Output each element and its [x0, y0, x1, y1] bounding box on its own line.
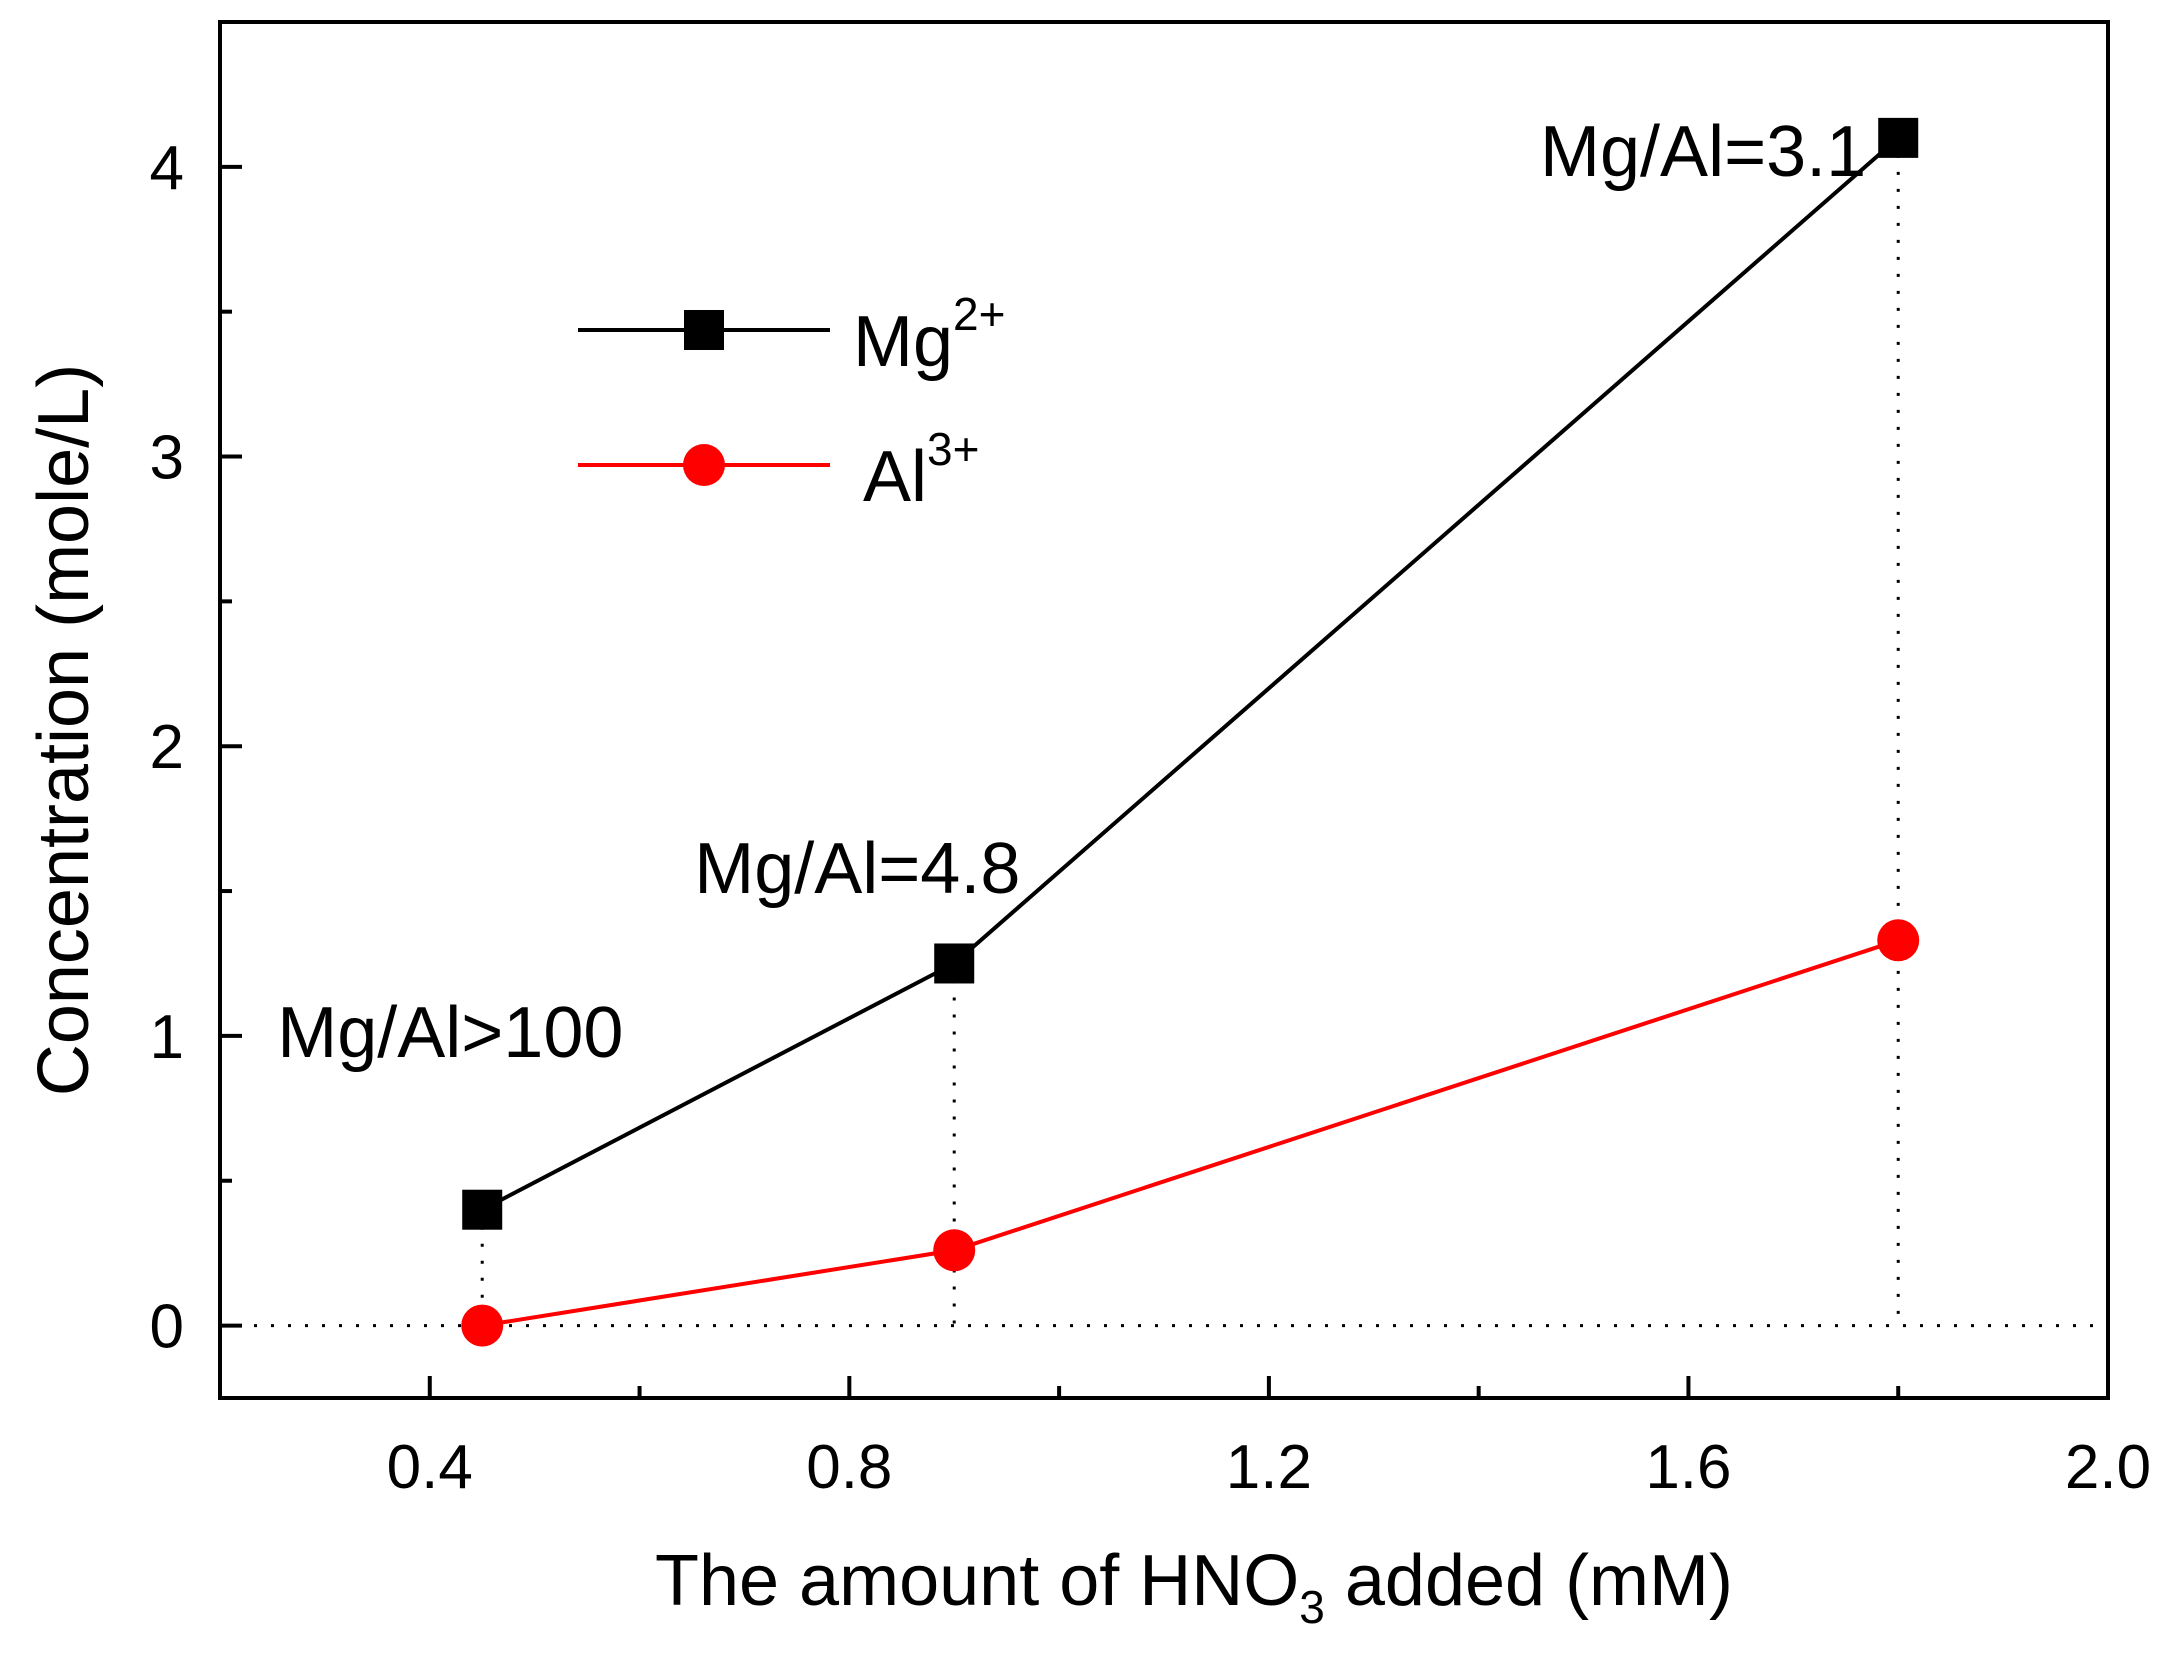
x-axis-title-subscript: 3 [1299, 1581, 1325, 1633]
x-tick-label: 1.2 [1226, 1433, 1312, 1502]
series-markers [461, 117, 1920, 1347]
ratio-annotation: Mg/Al=3.1 [1540, 112, 1866, 192]
marker-al [1877, 919, 1920, 962]
series-line-mg [481, 136, 1900, 1212]
x-axis-title-main: The amount of HNO [655, 1541, 1299, 1621]
x-tick-label: 1.6 [1645, 1433, 1731, 1502]
annotations: Mg/Al>100 Mg/Al=4.8 Mg/Al=3.1 [277, 112, 1866, 1073]
y-tick-label: 3 [150, 424, 184, 493]
legend: Mg2+ Al3+ [578, 288, 1005, 517]
ratio-annotation: Mg/Al=4.8 [694, 829, 1020, 909]
y-axis-title: Concentration (mole/L) [24, 364, 104, 1096]
y-tick-label: 1 [150, 1003, 184, 1072]
legend-label-mg: Mg2+ [853, 288, 1005, 382]
y-tick-label: 2 [150, 713, 184, 782]
marker-mg [934, 943, 975, 984]
reference-lines [220, 137, 2108, 1328]
marker-mg [1878, 117, 1919, 158]
x-axis-title-rest: added (mM) [1325, 1541, 1733, 1621]
plot-frame [218, 20, 2110, 1400]
legend-marker-mg [684, 310, 724, 350]
y-tick-label: 0 [150, 1293, 184, 1362]
ratio-annotation: Mg/Al>100 [277, 993, 623, 1073]
x-axis-title: The amount of HNO3 added (mM) [655, 1541, 1733, 1633]
x-tick-label: 2.0 [2065, 1433, 2151, 1502]
series-line-al [481, 938, 1899, 1328]
marker-mg [462, 1189, 503, 1230]
x-tick-label: 0.4 [387, 1433, 473, 1502]
y-tick-label: 4 [150, 134, 184, 203]
x-tick-label: 0.8 [806, 1433, 892, 1502]
marker-al [461, 1304, 504, 1347]
legend-label-al: Al3+ [863, 423, 979, 517]
axis-ticks: 0.4 0.8 1.2 1.6 2.0 0 1 2 3 4 [150, 134, 2152, 1502]
marker-al [933, 1229, 976, 1272]
legend-marker-al [683, 444, 725, 486]
